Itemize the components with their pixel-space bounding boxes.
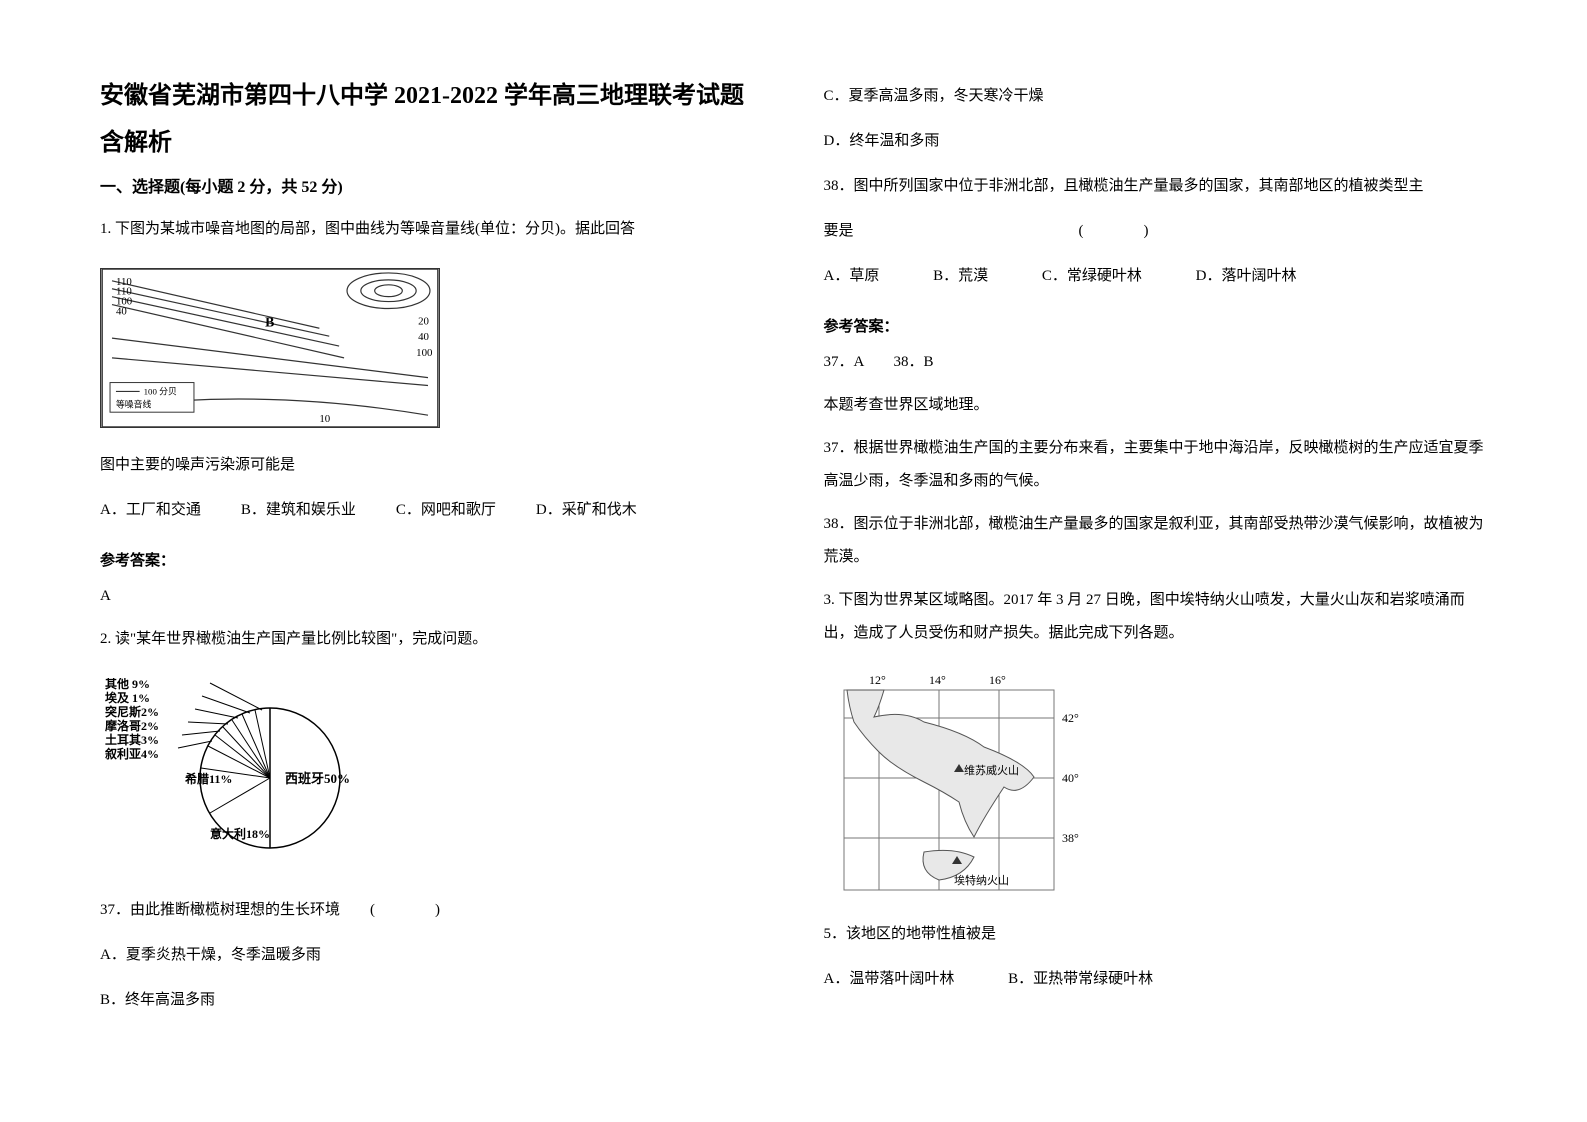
map-lat-40: 40°: [1062, 771, 1079, 785]
q5-opt-a: A．温带落叶阔叶林: [824, 963, 955, 996]
right-column: C．夏季高温多雨，冬天寒冷干燥 D．终年温和多雨 38．图中所列国家中位于非洲北…: [824, 80, 1488, 1042]
contour-point-b: B: [265, 314, 274, 329]
pie-label-syria: 叙利亚4%: [104, 746, 159, 761]
q1-sub: 图中主要的噪声污染源可能是: [100, 449, 764, 482]
q2-explain38: 38．图示位于非洲北部，橄榄油生产量最多的国家是叙利亚，其南部受热带沙漠气候影响…: [824, 508, 1488, 574]
region-map-figure: 12° 14° 16° 42° 40° 38° 维苏威火山 埃特纳火山: [824, 672, 1104, 902]
svg-text:等噪音线: 等噪音线: [116, 398, 152, 409]
pie-label-italy: 意大利18%: [210, 826, 270, 841]
q1-opt-a: A．工厂和交通: [100, 494, 201, 527]
region-map-svg: 12° 14° 16° 42° 40° 38° 维苏威火山 埃特纳火山: [824, 672, 1104, 902]
q38-stem1: 38．图中所列国家中位于非洲北部，且橄榄油生产量最多的国家，其南部地区的植被类型…: [824, 170, 1488, 203]
q37-opt-a: A．夏季炎热干燥，冬季温暖多雨: [100, 939, 764, 972]
pie-label-other: 其他 9%: [105, 678, 150, 691]
q5-opt-b: B．亚热带常绿硬叶林: [1008, 963, 1153, 996]
section-1-header: 一、选择题(每小题 2 分，共 52 分): [100, 173, 764, 197]
svg-text:100 分贝: 100 分贝: [144, 386, 177, 396]
map-lat-42: 42°: [1062, 711, 1079, 725]
svg-text:40: 40: [116, 305, 127, 317]
map-lon-16: 16°: [989, 673, 1006, 687]
map-lon-12: 12°: [869, 673, 886, 687]
doc-title-line1: 安徽省芜湖市第四十八中学 2021-2022 学年高三地理联考试题: [100, 80, 764, 114]
contour-map-svg: 110 110 100 40 20 40 100 10 B 100 分贝 等噪音…: [100, 268, 440, 428]
pie-label-spain: 西班牙50%: [285, 771, 350, 786]
contour-figure: 110 110 100 40 20 40 100 10 B 100 分贝 等噪音…: [100, 268, 764, 433]
q37-opt-b: B．终年高温多雨: [100, 984, 764, 1017]
q37-opt-d: D．终年温和多雨: [824, 125, 1488, 158]
pie-label-turkey: 土耳其3%: [105, 732, 159, 747]
q1-answer: A: [100, 580, 764, 613]
q38-opt-c: C．常绿硬叶林: [1042, 260, 1142, 293]
q2-answer-label: 参考答案：: [824, 315, 1488, 336]
pie-label-tunisia: 突尼斯2%: [105, 704, 159, 719]
q1-opt-b: B．建筑和娱乐业: [241, 494, 356, 527]
svg-text:10: 10: [319, 413, 330, 425]
map-lon-14: 14°: [929, 673, 946, 687]
q37-opt-c: C．夏季高温多雨，冬天寒冷干燥: [824, 80, 1488, 113]
q5-options: A．温带落叶阔叶林 B．亚热带常绿硬叶林: [824, 963, 1488, 996]
q1-opt-c: C．网吧和歌厅: [396, 494, 496, 527]
pie-figure: 其他 9% 埃及 1% 突尼斯2% 摩洛哥2% 土耳其3% 叙利亚4% 希腊11…: [100, 678, 380, 878]
q38-opt-d: D．落叶阔叶林: [1196, 260, 1297, 293]
svg-text:20: 20: [418, 315, 429, 327]
q1-stem: 1. 下图为某城市噪音地图的局部，图中曲线为等噪音量线(单位：分贝)。据此回答: [100, 213, 764, 246]
q1-options: A．工厂和交通 B．建筑和娱乐业 C．网吧和歌厅 D．采矿和伐木: [100, 494, 764, 527]
svg-text:100: 100: [416, 346, 433, 358]
q2-stem: 2. 读"某年世界橄榄油生产国产量比例比较图"，完成问题。: [100, 623, 764, 656]
left-column: 安徽省芜湖市第四十八中学 2021-2022 学年高三地理联考试题 含解析 一、…: [100, 80, 764, 1042]
q37-stem: 37．由此推断橄榄树理想的生长环境 ( ): [100, 894, 764, 927]
pie-label-egypt: 埃及 1%: [105, 690, 150, 705]
q2-explain37: 37．根据世界橄榄油生产国的主要分布来看，主要集中于地中海沿岸，反映橄榄树的生产…: [824, 432, 1488, 498]
q1-answer-label: 参考答案：: [100, 549, 764, 570]
q38-options: A．草原 B．荒漠 C．常绿硬叶林 D．落叶阔叶林: [824, 260, 1488, 293]
q38-stem2: 要是 ( ): [824, 215, 1488, 248]
doc-title-line2: 含解析: [100, 122, 764, 157]
pie-label-morocco: 摩洛哥2%: [105, 718, 159, 733]
pie-label-greece: 希腊11%: [184, 771, 232, 786]
q1-opt-d: D．采矿和伐木: [536, 494, 637, 527]
pie-svg: 其他 9% 埃及 1% 突尼斯2% 摩洛哥2% 土耳其3% 叙利亚4% 希腊11…: [100, 678, 380, 878]
svg-text:40: 40: [418, 331, 429, 343]
q38-opt-b: B．荒漠: [933, 260, 988, 293]
q2-answer: 37．A 38．B: [824, 346, 1488, 379]
q3-stem: 3. 下图为世界某区域略图。2017 年 3 月 27 日晚，图中埃特纳火山喷发…: [824, 584, 1488, 650]
q38-opt-a: A．草原: [824, 260, 880, 293]
map-vesuvius-label: 维苏威火山: [964, 764, 1019, 777]
map-etna-label: 埃特纳火山: [954, 873, 1009, 887]
q5-stem: 5．该地区的地带性植被是: [824, 918, 1488, 951]
q2-explain-title: 本题考查世界区域地理。: [824, 389, 1488, 422]
map-lat-38: 38°: [1062, 831, 1079, 845]
